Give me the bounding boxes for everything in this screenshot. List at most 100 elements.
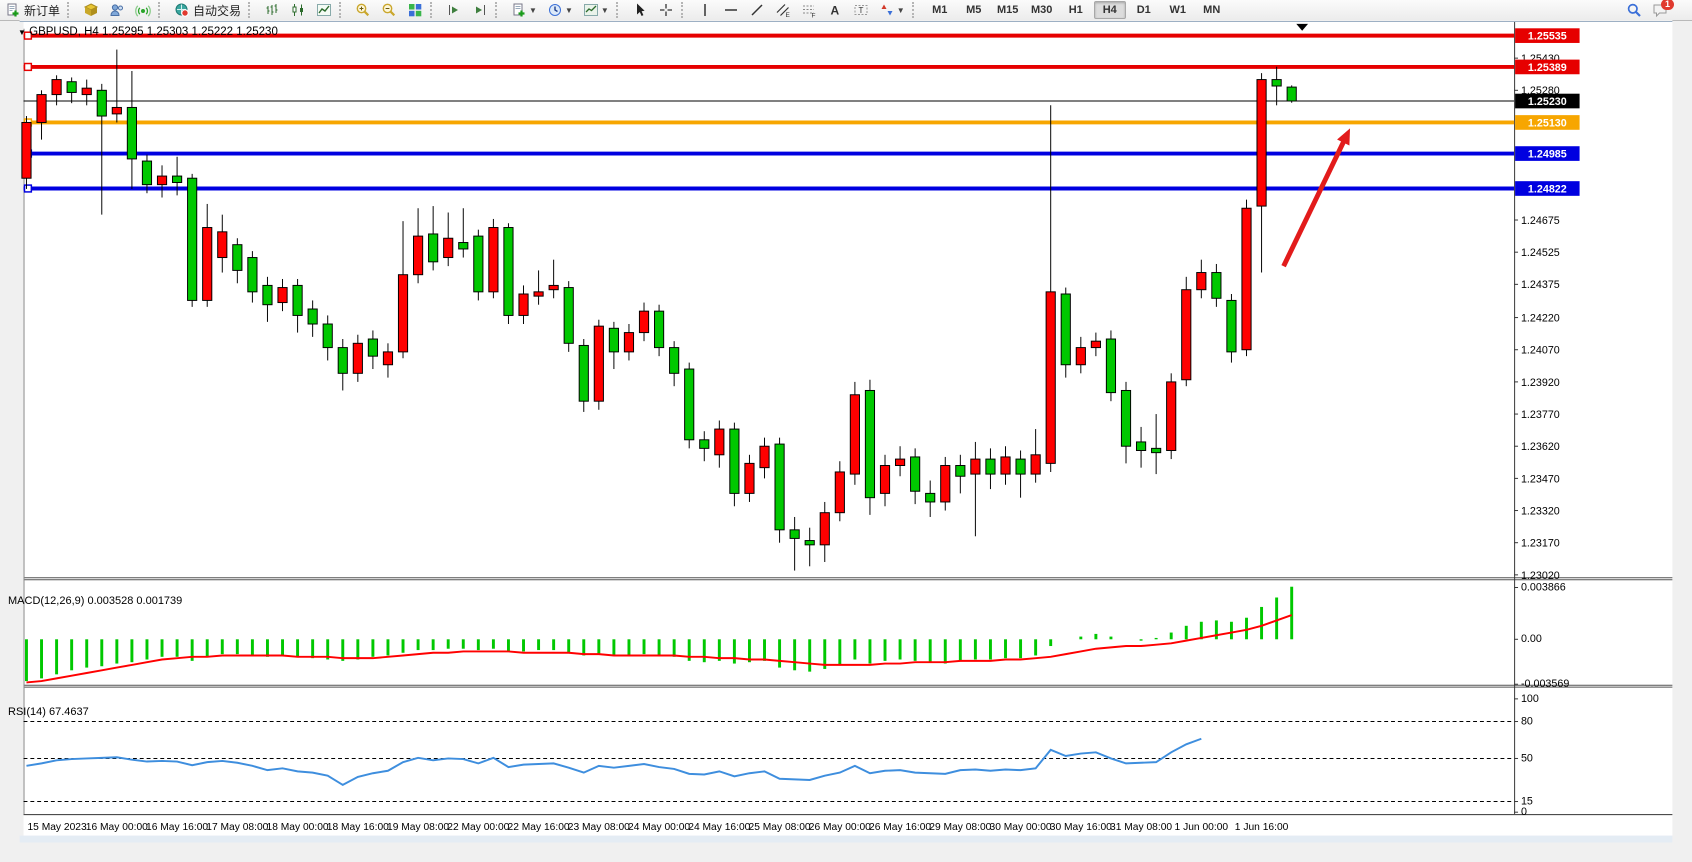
candle-down bbox=[1120, 389, 1132, 447]
price-tick-label: 1.23320 bbox=[1521, 505, 1560, 517]
price-badge-label: 1.25389 bbox=[1528, 62, 1567, 74]
price-badge bbox=[1515, 28, 1580, 43]
price-chart[interactable]: 1.254301.252801.246751.245251.243751.242… bbox=[0, 20, 1692, 862]
candle-up bbox=[623, 332, 635, 353]
candle-up bbox=[533, 291, 544, 297]
fibonacci-button[interactable]: F bbox=[797, 0, 821, 20]
line-chart-icon bbox=[317, 4, 332, 16]
terminal-button[interactable] bbox=[131, 0, 155, 20]
candle-down bbox=[458, 242, 469, 250]
time-axis-label: 1 Jun 00:00 bbox=[1175, 822, 1229, 833]
line-anchor-marker[interactable] bbox=[23, 31, 33, 40]
candle-up bbox=[849, 394, 860, 475]
candle-down bbox=[789, 529, 800, 539]
new-order-icon bbox=[7, 3, 19, 17]
crosshair-button[interactable] bbox=[654, 0, 678, 20]
zoom-in-button[interactable] bbox=[351, 0, 375, 20]
chart-window[interactable]: 1.25430 1.25280 1.24675 1.24525 1.24375 1.242… bbox=[0, 20, 1692, 862]
zoom-out-button[interactable] bbox=[377, 0, 401, 20]
candle-down bbox=[66, 81, 77, 93]
toolbar-separator bbox=[339, 2, 348, 18]
candle-up bbox=[1030, 454, 1041, 475]
candle-down bbox=[804, 540, 815, 546]
time-axis-label: 22 May 00:00 bbox=[447, 822, 509, 833]
candle-down bbox=[1211, 272, 1222, 299]
timeframe-m5[interactable]: M5 bbox=[966, 4, 982, 16]
candle-down bbox=[126, 106, 137, 160]
candle-up bbox=[21, 121, 32, 179]
trendline-button[interactable] bbox=[745, 0, 769, 20]
new-order-label: 新订单 bbox=[24, 3, 61, 18]
trend-arrow[interactable] bbox=[1281, 136, 1348, 268]
market-watch-button[interactable] bbox=[79, 0, 103, 20]
price-badge bbox=[1515, 146, 1580, 161]
timeframe-h1[interactable]: H1 bbox=[1068, 4, 1083, 16]
candle-down bbox=[1151, 447, 1162, 454]
auto-scroll-button[interactable] bbox=[442, 0, 466, 20]
time-axis-label: 29 May 08:00 bbox=[929, 822, 991, 833]
timeframe-h4[interactable]: H4 bbox=[1093, 1, 1126, 19]
price-badge-label: 1.25130 bbox=[1528, 117, 1567, 129]
arrows-button[interactable]: ▼ bbox=[875, 0, 909, 20]
equidistant-channel-button[interactable]: E bbox=[771, 0, 795, 20]
candle-down bbox=[1286, 86, 1297, 102]
candle-down bbox=[1271, 79, 1282, 87]
price-tick-label: 1.23470 bbox=[1521, 473, 1560, 485]
candle-up bbox=[413, 235, 424, 276]
timeframe-m1[interactable]: M1 bbox=[932, 4, 948, 16]
period-button[interactable]: ▼ bbox=[543, 0, 577, 20]
price-tick-label: 1.24675 bbox=[1521, 215, 1560, 227]
candle-up bbox=[397, 274, 409, 353]
template-button[interactable]: ▼ bbox=[579, 0, 613, 20]
new-chart-button[interactable]: ▼ bbox=[507, 0, 541, 20]
search-button[interactable] bbox=[1622, 0, 1646, 20]
navigator-button[interactable] bbox=[105, 0, 129, 20]
text-label-button[interactable]: T bbox=[849, 0, 873, 20]
cursor-button[interactable] bbox=[628, 0, 652, 20]
chevron-down-icon[interactable]: ▼ bbox=[564, 5, 573, 15]
line-anchor-marker[interactable] bbox=[23, 62, 33, 72]
candle-down bbox=[96, 89, 107, 117]
horizontal-line-button[interactable] bbox=[719, 0, 743, 20]
timeframe-mn[interactable]: MN bbox=[1203, 4, 1221, 16]
candle-up bbox=[1181, 289, 1192, 381]
vertical-line-button[interactable] bbox=[693, 0, 717, 20]
candle-down bbox=[337, 347, 348, 374]
chart-background bbox=[23, 21, 1673, 836]
price-badge-label: 1.25535 bbox=[1528, 31, 1567, 43]
time-axis-label: 1 Jun 16:00 bbox=[1235, 822, 1289, 833]
candle-down bbox=[578, 344, 589, 402]
timeframe-m15[interactable]: M15 bbox=[997, 4, 1019, 16]
candlestick-chart-icon bbox=[292, 4, 304, 16]
candle-up bbox=[759, 445, 770, 469]
bar-chart-button[interactable] bbox=[260, 0, 284, 20]
chevron-down-icon[interactable]: ▼ bbox=[896, 5, 905, 15]
price-badge bbox=[1515, 59, 1580, 75]
timeframe-w1[interactable]: W1 bbox=[1169, 4, 1186, 16]
candle-up bbox=[111, 106, 122, 115]
chat-button[interactable]: 1 bbox=[1648, 0, 1685, 20]
chart-shift-marker[interactable] bbox=[1296, 23, 1309, 31]
autotrading-label: 自动交易 bbox=[193, 3, 242, 18]
candle-down bbox=[232, 244, 243, 271]
price-tick-label: 1.23920 bbox=[1521, 377, 1560, 389]
chart-shift-icon bbox=[476, 5, 486, 15]
candle-up bbox=[518, 293, 529, 316]
new-order-button[interactable]: 新订单 bbox=[1, 0, 64, 20]
price-badge-label: 1.25230 bbox=[1528, 96, 1567, 108]
chart-shift-button[interactable] bbox=[468, 0, 492, 20]
line-chart-button[interactable] bbox=[312, 0, 336, 20]
text-button[interactable]: A bbox=[823, 0, 847, 20]
tile-windows-button[interactable] bbox=[403, 0, 427, 20]
chevron-down-icon[interactable]: ▼ bbox=[529, 5, 537, 15]
candle-up bbox=[1241, 207, 1252, 351]
trend-arrow-head[interactable] bbox=[1337, 128, 1351, 146]
candlestick-chart-button[interactable] bbox=[286, 0, 310, 20]
time-axis-label: 22 May 16:00 bbox=[508, 822, 570, 833]
line-anchor-marker[interactable] bbox=[23, 184, 33, 193]
autotrading-button[interactable]: 自动交易 bbox=[170, 0, 245, 20]
price-tick-label: 1.23020 bbox=[1521, 570, 1560, 582]
timeframe-d1[interactable]: D1 bbox=[1136, 4, 1151, 16]
chevron-down-icon[interactable]: ▼ bbox=[600, 5, 609, 15]
timeframe-m30[interactable]: M30 bbox=[1031, 4, 1053, 16]
